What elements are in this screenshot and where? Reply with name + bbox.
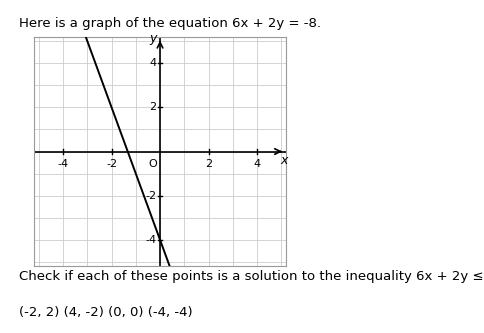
Text: 4: 4	[253, 159, 260, 169]
Text: Here is a graph of the equation 6x + 2y = -8.: Here is a graph of the equation 6x + 2y …	[19, 17, 321, 30]
Text: 2: 2	[149, 102, 156, 112]
Text: 4: 4	[149, 58, 156, 68]
Text: -4: -4	[145, 235, 156, 245]
Text: x: x	[279, 154, 287, 167]
Text: y: y	[149, 32, 156, 45]
Text: O: O	[149, 159, 157, 169]
Text: -2: -2	[145, 191, 156, 201]
Text: -4: -4	[58, 159, 68, 169]
Text: -2: -2	[106, 159, 117, 169]
Text: Check if each of these points is a solution to the inequality 6x + 2y ≤ -8:: Check if each of these points is a solut…	[19, 270, 484, 283]
Text: 2: 2	[205, 159, 212, 169]
Text: (-2, 2) (4, -2) (0, 0) (-4, -4): (-2, 2) (4, -2) (0, 0) (-4, -4)	[19, 306, 193, 319]
